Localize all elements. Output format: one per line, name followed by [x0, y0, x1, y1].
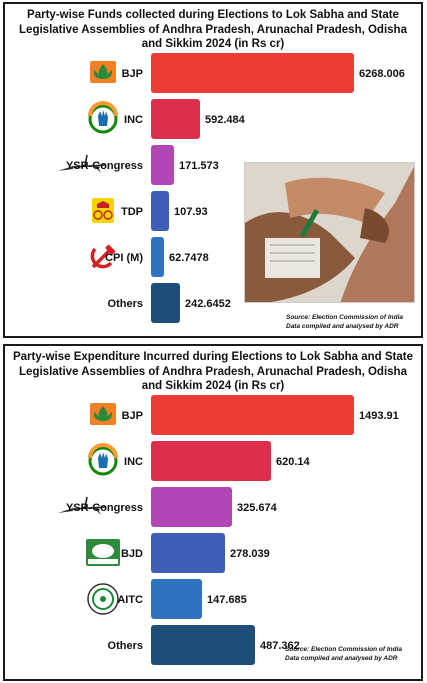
chart-row: INC 620.14 — [88, 441, 311, 481]
chart-source: Source: Election Commission of India Dat… — [285, 646, 402, 663]
voter-ink-photo — [244, 162, 415, 303]
chart-title: Party-wise Expenditure Incurred during E… — [5, 346, 421, 394]
category-label: BJP — [122, 410, 143, 422]
value-label: 107.93 — [174, 206, 208, 218]
expenditure-chart-panel: Party-wise Expenditure Incurred during E… — [3, 344, 423, 681]
bjd-conch-icon — [86, 539, 120, 566]
chart-title-line: Legislative Assemblies of Andhra Pradesh… — [19, 365, 407, 378]
chart-title-line: and Sikkim 2024 (in Rs cr) — [141, 38, 285, 50]
bar — [151, 191, 169, 231]
chart-title-line: Party-wise Funds collected during Electi… — [27, 9, 399, 21]
chart-row: BJP 6268.006 — [90, 53, 405, 93]
chart-row: CPI (M) 62.7478 — [90, 237, 209, 277]
value-label: 487.362 — [260, 640, 300, 652]
value-label: 325.674 — [237, 502, 278, 514]
category-label: TDP — [121, 206, 143, 218]
value-label: 147.685 — [207, 594, 247, 606]
chart-title-line: Legislative Assemblies of Andhra Pradesh… — [19, 23, 407, 36]
chart-title-line: and Sikkim 2024 (in Rs cr) — [141, 380, 285, 392]
funds-chart-panel: Party-wise Funds collected during Electi… — [3, 2, 423, 338]
ysrcp-fan-icon — [58, 496, 106, 515]
inc-hand-icon — [88, 101, 118, 134]
expenditure-bar-chart: BJP 1493.91 INC 620.14 YSR-Congress 325.674 BJ… — [58, 395, 399, 665]
value-label: 242.6452 — [185, 298, 231, 310]
bar — [151, 579, 202, 619]
bar — [151, 99, 200, 139]
bar — [151, 283, 180, 323]
chart-title: Party-wise Funds collected during Electi… — [5, 4, 421, 52]
bar — [151, 53, 354, 93]
category-label: YSR-Congress — [66, 502, 143, 514]
chart-source: Source: Election Commission of India Dat… — [286, 314, 403, 331]
cpim-hammer-sickle-icon — [90, 244, 116, 269]
value-label: 278.039 — [230, 548, 270, 560]
bar — [151, 625, 255, 665]
tdp-cycle-icon — [92, 198, 114, 223]
category-label: YSR-Congress — [66, 160, 143, 172]
value-label: 620.14 — [276, 456, 311, 468]
chart-title-line: Party-wise Expenditure Incurred during E… — [12, 351, 414, 363]
chart-row: YSR-Congress 325.674 — [58, 487, 278, 527]
value-label: 592.484 — [205, 114, 246, 126]
category-label: INC — [124, 114, 143, 126]
value-label: 6268.006 — [359, 68, 405, 80]
chart-row: BJP 1493.91 — [90, 395, 399, 435]
chart-row: BJD 278.039 — [86, 533, 270, 573]
bar — [151, 145, 174, 185]
bar — [151, 487, 232, 527]
chart-row: AITC 147.685 — [87, 579, 247, 619]
category-label: CPI (M) — [105, 252, 143, 264]
category-label: BJD — [121, 548, 143, 560]
category-label: BJP — [122, 68, 143, 80]
source-line: Source: Election Commission of India — [285, 646, 403, 653]
bjp-lotus-icon — [90, 403, 116, 425]
chart-row: Others 242.6452 — [108, 283, 231, 323]
bar — [151, 533, 225, 573]
category-label: Others — [108, 640, 143, 652]
category-label: AITC — [117, 594, 143, 606]
chart-row: INC 592.484 — [88, 99, 246, 139]
value-label: 1493.91 — [359, 410, 399, 422]
chart-row: YSR-Congress 171.573 — [58, 145, 219, 185]
bar — [151, 395, 354, 435]
funds-bar-chart: BJP 6268.006 INC 592.484 YSR-Congress 171.573… — [58, 53, 405, 323]
chart-row: Others 487.362 — [108, 625, 300, 665]
aitc-flower-icon — [87, 583, 119, 615]
value-label: 62.7478 — [169, 252, 209, 264]
bar — [151, 237, 164, 277]
chart-row: TDP 107.93 — [92, 191, 208, 231]
bjp-lotus-icon — [90, 61, 116, 83]
category-label: Others — [108, 298, 143, 310]
ysrcp-fan-icon — [58, 154, 106, 173]
source-line: Data compiled and analysed by ADR — [285, 654, 398, 662]
source-line: Data compiled and analysed by ADR — [286, 322, 399, 330]
inc-hand-icon — [88, 443, 118, 476]
value-label: 171.573 — [179, 160, 219, 172]
bar — [151, 441, 271, 481]
category-label: INC — [124, 456, 143, 468]
source-line: Source: Election Commission of India — [286, 314, 404, 321]
